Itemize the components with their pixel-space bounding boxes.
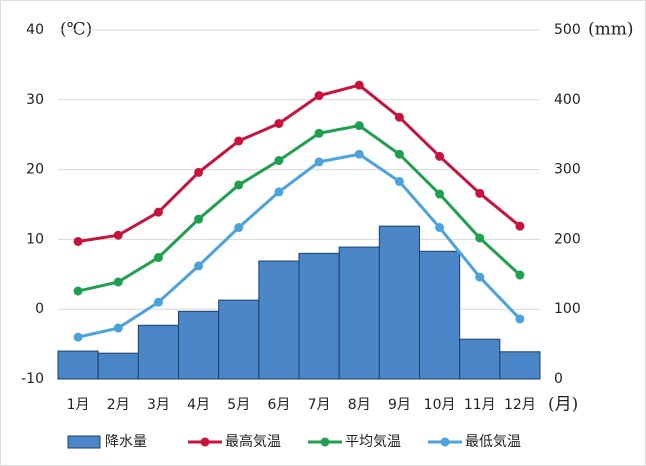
point bbox=[354, 80, 364, 90]
point bbox=[274, 187, 284, 197]
x-tick-label: 12月 bbox=[504, 397, 536, 413]
x-tick-label: 6月 bbox=[267, 397, 290, 413]
bar bbox=[258, 260, 300, 380]
point bbox=[354, 149, 364, 159]
point bbox=[113, 277, 123, 287]
point bbox=[475, 188, 485, 198]
y-tick-label: -10 bbox=[21, 371, 44, 387]
y-tick-label: 30 bbox=[26, 92, 44, 108]
x-tick-label: 9月 bbox=[388, 397, 411, 413]
point bbox=[234, 136, 244, 146]
point bbox=[234, 180, 244, 190]
y2-unit: (mm) bbox=[588, 20, 634, 40]
bar bbox=[499, 351, 541, 380]
point bbox=[234, 223, 244, 233]
bar bbox=[178, 310, 220, 380]
bar bbox=[218, 299, 260, 380]
bar bbox=[57, 350, 99, 380]
y2-tick-label: 0 bbox=[554, 371, 563, 387]
point bbox=[73, 236, 83, 246]
x-tick-label: 4月 bbox=[187, 397, 210, 413]
x-tick-label: 7月 bbox=[308, 397, 331, 413]
point bbox=[475, 233, 485, 243]
y-tick-label: 20 bbox=[26, 162, 44, 178]
point bbox=[515, 221, 525, 231]
point bbox=[153, 207, 163, 217]
bar bbox=[459, 338, 501, 380]
legend-label: 平均気温 bbox=[345, 434, 401, 450]
point bbox=[73, 332, 83, 342]
x-tick-label: 2月 bbox=[107, 397, 130, 413]
point bbox=[314, 157, 324, 167]
bar bbox=[97, 352, 139, 380]
point bbox=[354, 121, 364, 131]
point bbox=[314, 128, 324, 138]
point bbox=[153, 253, 163, 263]
point bbox=[274, 156, 284, 166]
point bbox=[194, 214, 204, 224]
x-unit: (月) bbox=[548, 395, 578, 415]
line bbox=[77, 124, 521, 293]
point bbox=[153, 297, 163, 307]
legend-swatch bbox=[320, 437, 330, 447]
x-tick-label: 8月 bbox=[348, 397, 371, 413]
point bbox=[394, 149, 404, 159]
bar bbox=[419, 250, 461, 380]
bar bbox=[378, 225, 421, 380]
x-tick-label: 10月 bbox=[424, 397, 456, 413]
legend-swatch bbox=[200, 437, 210, 447]
line bbox=[77, 83, 521, 243]
legend-label: 最低気温 bbox=[465, 434, 521, 450]
point bbox=[515, 314, 525, 324]
y-tick-label: 10 bbox=[26, 231, 44, 247]
y2-tick-label: 500 bbox=[554, 22, 581, 38]
x-tick-label: 3月 bbox=[147, 397, 170, 413]
bar bbox=[338, 246, 380, 380]
point bbox=[435, 151, 445, 161]
y2-tick-label: 300 bbox=[554, 162, 581, 178]
y2-tick-label: 200 bbox=[554, 231, 581, 247]
point bbox=[194, 261, 204, 271]
point bbox=[113, 230, 123, 240]
y-tick-label: 40 bbox=[26, 22, 44, 38]
bar bbox=[137, 324, 179, 380]
point bbox=[435, 223, 445, 233]
x-tick-label: 1月 bbox=[67, 397, 90, 413]
point bbox=[113, 323, 123, 333]
bar bbox=[298, 252, 340, 380]
x-tick-label: 5月 bbox=[227, 397, 250, 413]
legend-swatch bbox=[440, 437, 450, 447]
point bbox=[475, 272, 485, 282]
point bbox=[515, 270, 525, 280]
point bbox=[435, 189, 445, 199]
legend-swatch bbox=[67, 435, 101, 449]
line bbox=[77, 152, 521, 339]
y2-tick-label: 400 bbox=[554, 92, 581, 108]
point bbox=[394, 176, 404, 186]
x-tick-label: 11月 bbox=[464, 397, 496, 413]
point bbox=[394, 112, 404, 122]
legend-label: 最高気温 bbox=[225, 433, 281, 450]
point bbox=[274, 119, 284, 129]
point bbox=[314, 91, 324, 101]
point bbox=[194, 167, 204, 177]
point bbox=[73, 286, 83, 296]
legend-label: 降水量 bbox=[105, 434, 147, 450]
y-tick-label: 0 bbox=[35, 301, 44, 317]
y2-tick-label: 100 bbox=[554, 301, 581, 317]
